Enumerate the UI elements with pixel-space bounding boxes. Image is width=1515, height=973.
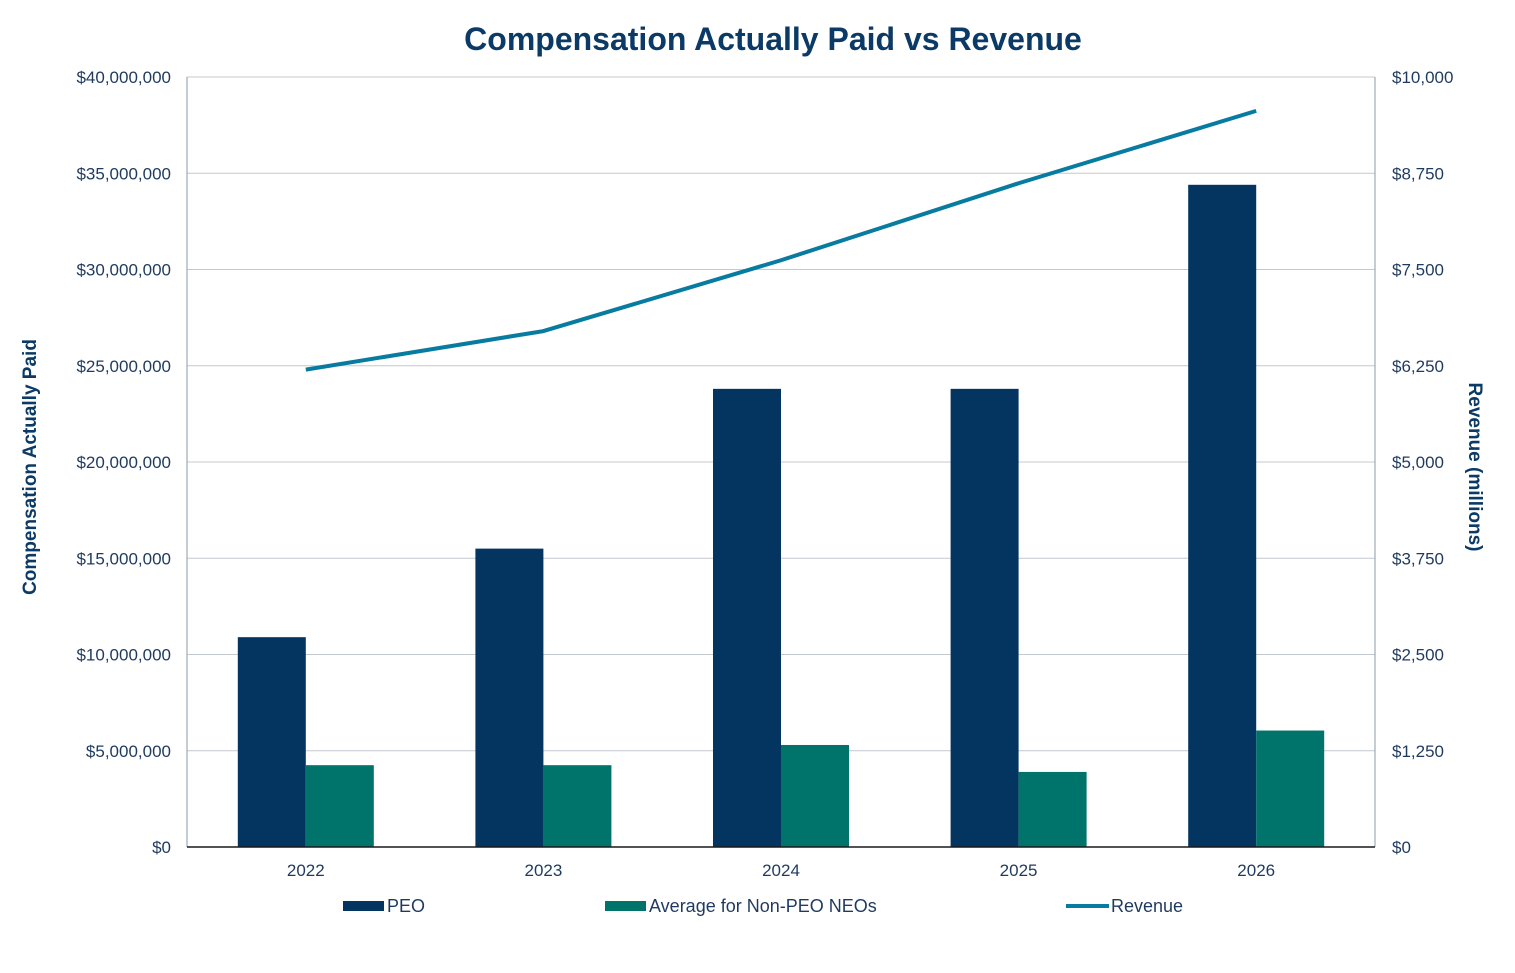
legend-label: PEO	[387, 896, 425, 916]
right-tick-label: $7,500	[1392, 261, 1444, 280]
left-tick-label: $0	[152, 838, 171, 857]
right-axis-title: Revenue (millions)	[1464, 383, 1485, 552]
right-tick-label: $10,000	[1392, 68, 1453, 87]
left-tick-label: $5,000,000	[86, 742, 171, 761]
revenue-line-series	[305, 108, 1257, 372]
right-tick-label: $2,500	[1392, 646, 1444, 665]
left-tick-label: $25,000,000	[76, 357, 171, 376]
revenue-line	[305, 108, 1257, 372]
right-tick-label: $1,250	[1392, 742, 1444, 761]
left-tick-label: $10,000,000	[76, 646, 171, 665]
legend-label: Average for Non-PEO NEOs	[649, 896, 877, 916]
peo-bar	[1188, 184, 1257, 848]
left-tick-label: $40,000,000	[76, 68, 171, 87]
left-axis-title: Compensation Actually Paid	[20, 339, 41, 595]
x-tick-label: 2024	[762, 861, 800, 880]
non-peo-bar	[1256, 730, 1325, 847]
right-tick-label: $5,000	[1392, 453, 1444, 472]
left-tick-label: $35,000,000	[76, 164, 171, 183]
right-tick-labels: $0 $1,250 $2,500 $3,750 $5,000 $6,250 $7,500 $8…	[1392, 68, 1453, 857]
non-peo-bar	[543, 765, 612, 847]
bars	[237, 184, 1325, 848]
legend: PEO Average for Non-PEO NEOs Revenue	[343, 896, 1183, 916]
non-peo-bar	[305, 765, 374, 847]
peo-bar	[475, 548, 544, 847]
legend-label: Revenue	[1111, 896, 1183, 916]
right-tick-label: $6,250	[1392, 357, 1444, 376]
peo-bar	[713, 388, 781, 847]
left-tick-label: $30,000,000	[76, 261, 171, 280]
legend-swatch	[605, 901, 646, 911]
peo-bar	[237, 637, 306, 847]
non-peo-bar	[1018, 771, 1087, 847]
legend-swatch	[343, 901, 384, 911]
left-tick-label: $20,000,000	[76, 453, 171, 472]
peo-bar	[950, 388, 1019, 847]
left-tick-labels: $0 $5,000,000 $10,000,000 $15,000,000 $20,00…	[76, 68, 171, 857]
right-tick-label: $3,750	[1392, 549, 1444, 568]
x-tick-label: 2022	[287, 861, 325, 880]
x-tick-label: 2026	[1237, 861, 1275, 880]
x-tick-label: 2025	[1000, 861, 1038, 880]
right-tick-label: $0	[1392, 838, 1411, 857]
x-tick-labels: 2022 2023 2024 2025 2026	[287, 861, 1275, 880]
left-tick-label: $15,000,000	[76, 549, 171, 568]
right-tick-label: $8,750	[1392, 164, 1444, 183]
non-peo-bar	[781, 744, 849, 847]
chart-title: Compensation Actually Paid vs Revenue	[464, 21, 1082, 57]
x-tick-label: 2023	[524, 861, 562, 880]
